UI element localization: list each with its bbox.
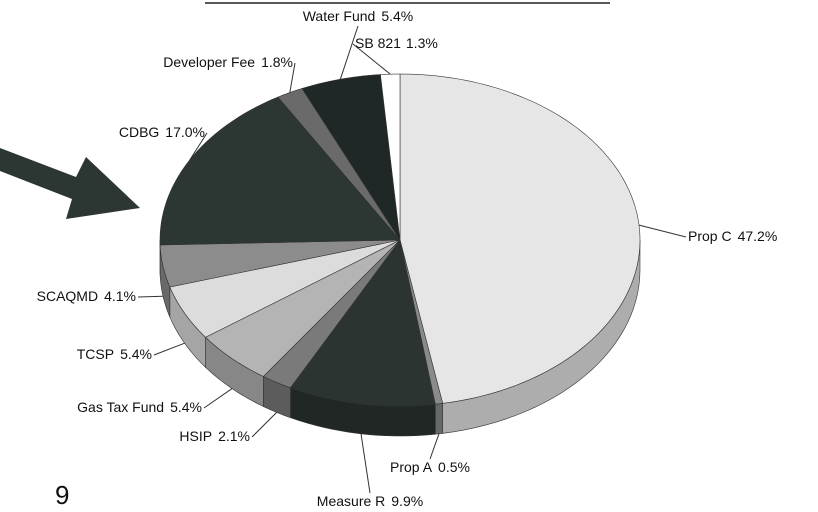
pie-slice xyxy=(289,239,436,407)
category-label: SCAQMD xyxy=(37,288,98,304)
pie-slice xyxy=(277,88,401,241)
leader-line xyxy=(638,224,687,238)
category-label: TCSP xyxy=(77,346,114,362)
value-label: 47.2% xyxy=(738,228,778,244)
category-label: Gas Tax Fund xyxy=(77,399,164,415)
leader-line xyxy=(189,132,208,161)
slice-label: CDBG 17.0% xyxy=(119,124,205,140)
leader-line xyxy=(429,433,440,460)
value-label: 2.1% xyxy=(218,428,250,444)
slice-label: Water Fund 5.4% xyxy=(303,8,414,24)
slice-label: Gas Tax Fund 5.4% xyxy=(77,399,202,415)
category-label: Measure R xyxy=(317,493,385,509)
value-label: 5.4% xyxy=(381,8,413,24)
value-label: 5.4% xyxy=(120,346,152,362)
category-label: HSIP xyxy=(179,428,212,444)
value-label: 17.0% xyxy=(165,124,205,140)
value-label: 1.3% xyxy=(406,35,438,51)
value-label: 4.1% xyxy=(104,288,136,304)
slice-label: HSIP 2.1% xyxy=(179,428,250,444)
value-label: 0.5% xyxy=(438,459,470,475)
pie-slice xyxy=(380,73,401,241)
value-label: 5.4% xyxy=(170,399,202,415)
slice-label: Prop C 47.2% xyxy=(688,228,777,244)
value-label: 1.8% xyxy=(261,54,293,70)
slice-label: Measure R 9.9% xyxy=(317,493,423,509)
page-number: 9 xyxy=(55,480,69,510)
leader-line xyxy=(153,342,185,356)
leader-line xyxy=(289,62,296,93)
category-label: Developer Fee xyxy=(163,54,255,70)
slice-label: TCSP 5.4% xyxy=(77,346,152,362)
leader-line xyxy=(251,412,277,438)
arrow xyxy=(0,148,140,219)
pie-side xyxy=(434,403,444,435)
category-label: CDBG xyxy=(119,124,159,140)
leader-line xyxy=(360,433,371,494)
category-label: Water Fund xyxy=(303,8,376,24)
leader-line xyxy=(203,388,233,409)
value-label: 9.9% xyxy=(391,493,423,509)
pie-slice xyxy=(205,239,401,377)
category-label: Prop A xyxy=(390,459,433,475)
leader-line xyxy=(339,25,359,80)
slice-label: SCAQMD 4.1% xyxy=(37,288,136,304)
pie-slice xyxy=(262,239,401,389)
slice-label: SB 821 1.3% xyxy=(355,35,438,51)
slice-label: Developer Fee 1.8% xyxy=(163,54,293,70)
category-label: SB 821 xyxy=(355,35,401,51)
leader-line xyxy=(137,295,164,298)
category-label: Prop C xyxy=(688,228,732,244)
leader-line xyxy=(352,43,391,75)
slice-label: Prop A 0.5% xyxy=(390,459,470,475)
pie-slice xyxy=(399,73,641,404)
pie-slice xyxy=(159,239,401,288)
pie-slice xyxy=(169,239,401,338)
